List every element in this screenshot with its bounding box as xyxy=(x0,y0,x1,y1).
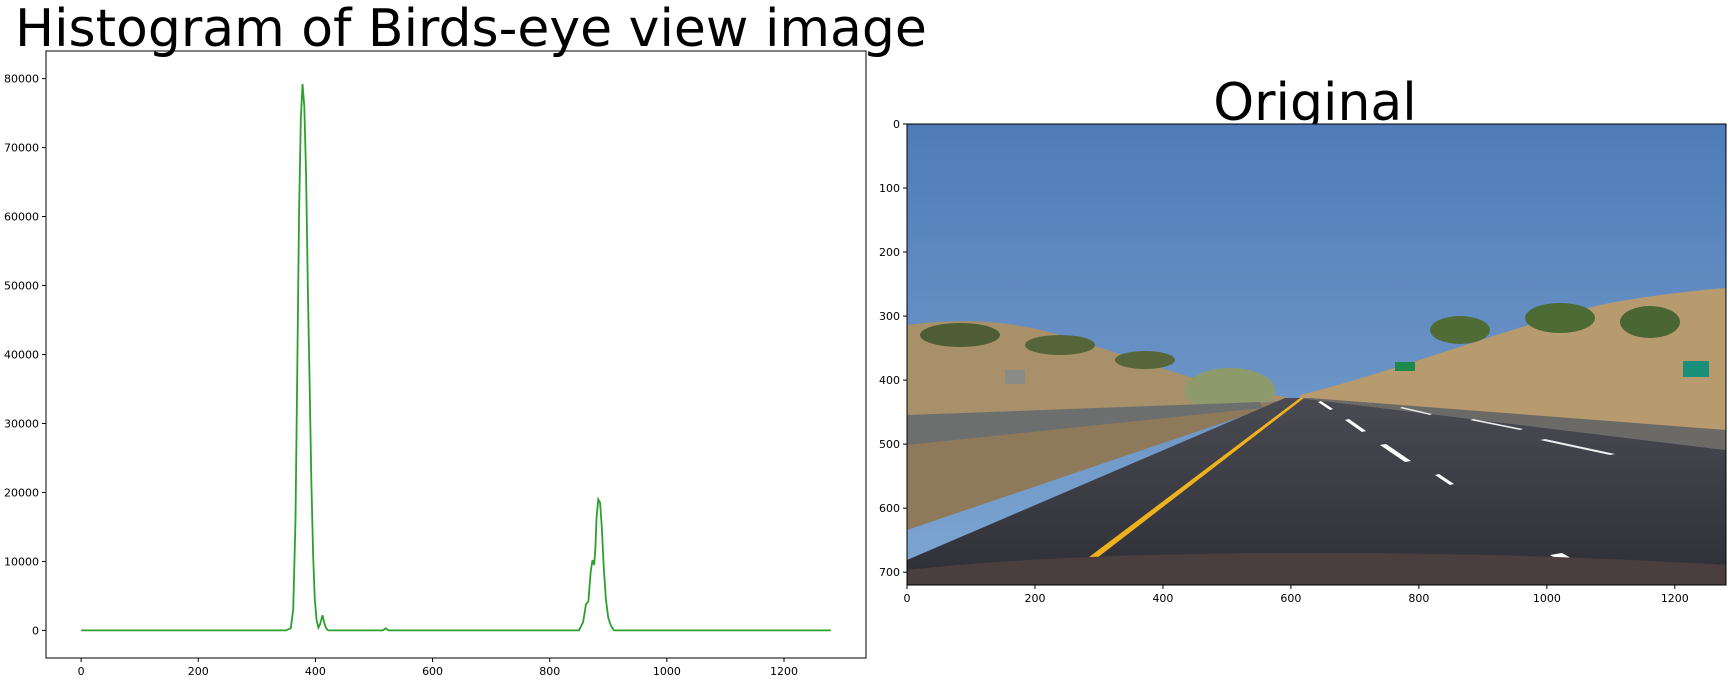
image-x-tick-label: 600 xyxy=(1280,592,1301,605)
car-hood xyxy=(907,552,1726,585)
histogram-plot-frame xyxy=(45,50,867,659)
histogram-x-ticks: 0 200 400 600 800 1000 1200 xyxy=(78,658,798,678)
image-y-tick-label: 300 xyxy=(879,310,900,323)
image-y-tick-label: 200 xyxy=(879,246,900,259)
image-x-tick-label: 400 xyxy=(1152,592,1173,605)
histogram-y-tick-label: 80000 xyxy=(4,73,39,86)
image-x-tick-label: 1200 xyxy=(1661,592,1689,605)
image-frame xyxy=(906,123,1727,586)
yellow-lane-line xyxy=(1052,398,1304,585)
right-hill xyxy=(1300,288,1726,430)
histogram-y-ticks: 0 10000 20000 30000 40000 50000 60000 70000 8000… xyxy=(4,73,46,637)
green-sign-right xyxy=(1683,361,1709,377)
histogram-y-tick-label: 50000 xyxy=(4,280,39,293)
histogram-y-tick-label: 0 xyxy=(32,624,39,637)
image-y-tick-label: 500 xyxy=(879,438,900,451)
histogram-x-tick-label: 600 xyxy=(422,665,443,678)
histogram-y-tick-label: 10000 xyxy=(4,555,39,568)
histogram-y-tick-label: 60000 xyxy=(4,211,39,224)
image-x-tick-label: 1000 xyxy=(1533,592,1561,605)
road-photo xyxy=(907,124,1726,585)
image-x-tick-label: 200 xyxy=(1024,592,1045,605)
image-y-tick-label: 100 xyxy=(879,182,900,195)
histogram-title: Histogram of Birds-eye view image xyxy=(15,0,927,59)
histogram-chart: Histogram of Birds-eye view image 0 200 40… xyxy=(4,0,927,678)
image-x-ticks: 0 200 400 600 800 1000 1200 xyxy=(904,585,1689,605)
histogram-y-tick-label: 30000 xyxy=(4,417,39,430)
image-y-tick-label: 700 xyxy=(879,566,900,579)
histogram-y-tick-label: 20000 xyxy=(4,486,39,499)
histogram-x-tick-label: 0 xyxy=(78,665,85,678)
histogram-x-tick-label: 400 xyxy=(305,665,326,678)
image-x-tick-label: 0 xyxy=(904,592,911,605)
histogram-x-tick-label: 1200 xyxy=(770,665,798,678)
original-image-panel: Original xyxy=(879,73,1727,605)
bush xyxy=(1185,368,1275,412)
histogram-x-tick-label: 1000 xyxy=(653,665,681,678)
image-title: Original xyxy=(1213,73,1416,133)
image-x-tick-label: 800 xyxy=(1408,592,1429,605)
histogram-y-tick-label: 40000 xyxy=(4,349,39,362)
road xyxy=(907,398,1726,585)
image-y-tick-label: 600 xyxy=(879,502,900,515)
green-sign xyxy=(1395,362,1415,371)
histogram-series-line xyxy=(81,84,831,632)
image-y-tick-label: 0 xyxy=(893,118,900,131)
image-y-tick-label: 400 xyxy=(879,374,900,387)
histogram-x-tick-label: 200 xyxy=(188,665,209,678)
image-y-ticks: 0 100 200 300 400 500 600 700 xyxy=(879,118,907,579)
histogram-y-tick-label: 70000 xyxy=(4,142,39,155)
histogram-x-tick-label: 800 xyxy=(539,665,560,678)
